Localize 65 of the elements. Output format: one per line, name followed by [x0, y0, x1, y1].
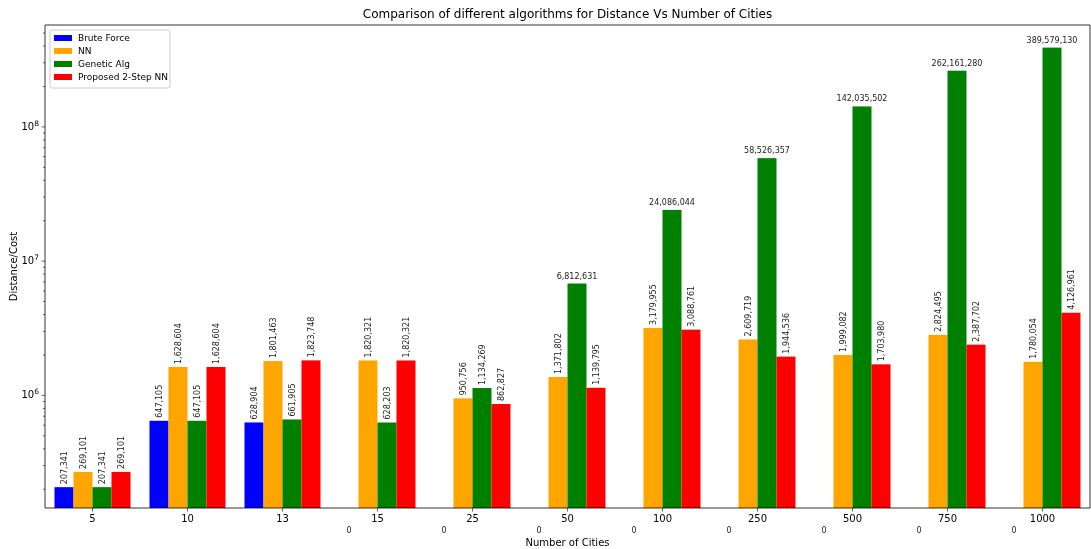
y-axis-title: Distance/Cost: [8, 231, 19, 302]
legend-label: Proposed 2-Step NN: [78, 72, 169, 82]
data-label: 1,944,536: [782, 312, 791, 354]
text: 0: [536, 526, 542, 535]
x-tick-label: 13: [276, 513, 289, 524]
data-label: 1,139,795: [592, 344, 601, 385]
x-tick-label: 50: [561, 513, 574, 524]
x-tick-label: 5: [89, 513, 96, 524]
data-label: 1,820,321: [364, 316, 373, 358]
x-tick-label: 750: [937, 513, 958, 524]
data-label: 58,526,357: [744, 146, 790, 156]
data-label: 1,371,802: [554, 333, 563, 374]
data-label: 647,105: [155, 384, 164, 418]
data-label: 1,703,980: [877, 320, 886, 362]
text: 0: [631, 526, 637, 535]
data-label: 2,824,495: [934, 291, 943, 332]
x-tick-label: 1000: [1029, 513, 1056, 524]
data-label: 1,999,082: [839, 311, 848, 353]
x-tick-label: 10: [181, 513, 194, 524]
text: 0: [441, 526, 447, 535]
data-label: 3,088,761: [687, 285, 696, 327]
legend-label: Genetic Alg: [78, 59, 130, 69]
data-label: 1,628,604: [174, 323, 183, 364]
data-label: 1,780,054: [1029, 318, 1038, 359]
x-axis-title: Number of Cities: [525, 537, 610, 548]
y-tick-label: 10$^{7}$: [21, 252, 40, 267]
x-tick-label: 500: [842, 513, 863, 524]
data-label: 661,905: [288, 383, 297, 417]
data-label: 6,812,631: [556, 271, 598, 281]
legend-label: NN: [78, 46, 92, 56]
x-tick-label: 15: [371, 513, 384, 524]
data-label: 207,341: [60, 451, 69, 485]
data-label: 2,387,702: [972, 300, 981, 342]
data-label: 1,134,269: [478, 344, 487, 386]
data-label: 269,101: [79, 435, 88, 469]
y-tick-label: 10$^{8}$: [21, 118, 40, 132]
text: 0: [346, 526, 352, 535]
data-label: 3,179,955: [649, 284, 658, 325]
data-label: 262,161,280: [931, 58, 983, 68]
data-label: 2,609,719: [744, 295, 753, 337]
data-label: 4,126,961: [1067, 269, 1076, 310]
data-label: 628,203: [383, 386, 392, 420]
text: 0: [1011, 526, 1017, 535]
data-label: 1,823,748: [307, 316, 316, 358]
data-label: 389,579,130: [1026, 35, 1078, 45]
text: 0: [726, 526, 732, 535]
data-label: 269,101: [117, 435, 126, 469]
data-label: 628,904: [250, 386, 259, 420]
chart-title: Comparison of different algorithms for Distance Vs Number of Cities: [362, 7, 773, 21]
data-label: 207,341: [98, 451, 107, 485]
data-label: 1,628,604: [212, 323, 221, 364]
data-label: 1,801,463: [269, 317, 278, 359]
data-label: 647,105: [193, 384, 202, 418]
text: 0: [916, 526, 922, 535]
text: 0: [821, 526, 827, 535]
x-tick-label: 100: [652, 513, 673, 524]
legend-label: Brute Force: [78, 33, 131, 43]
data-label: 24,086,044: [649, 197, 695, 207]
data-label: 950,756: [459, 362, 468, 396]
y-tick-label: 10$^{6}$: [21, 386, 40, 401]
data-label: 142,035,502: [836, 94, 888, 104]
data-label: 1,820,321: [402, 316, 411, 358]
data-label: 862,827: [497, 367, 506, 402]
x-tick-label: 25: [466, 513, 479, 524]
x-tick-label: 250: [747, 513, 768, 524]
